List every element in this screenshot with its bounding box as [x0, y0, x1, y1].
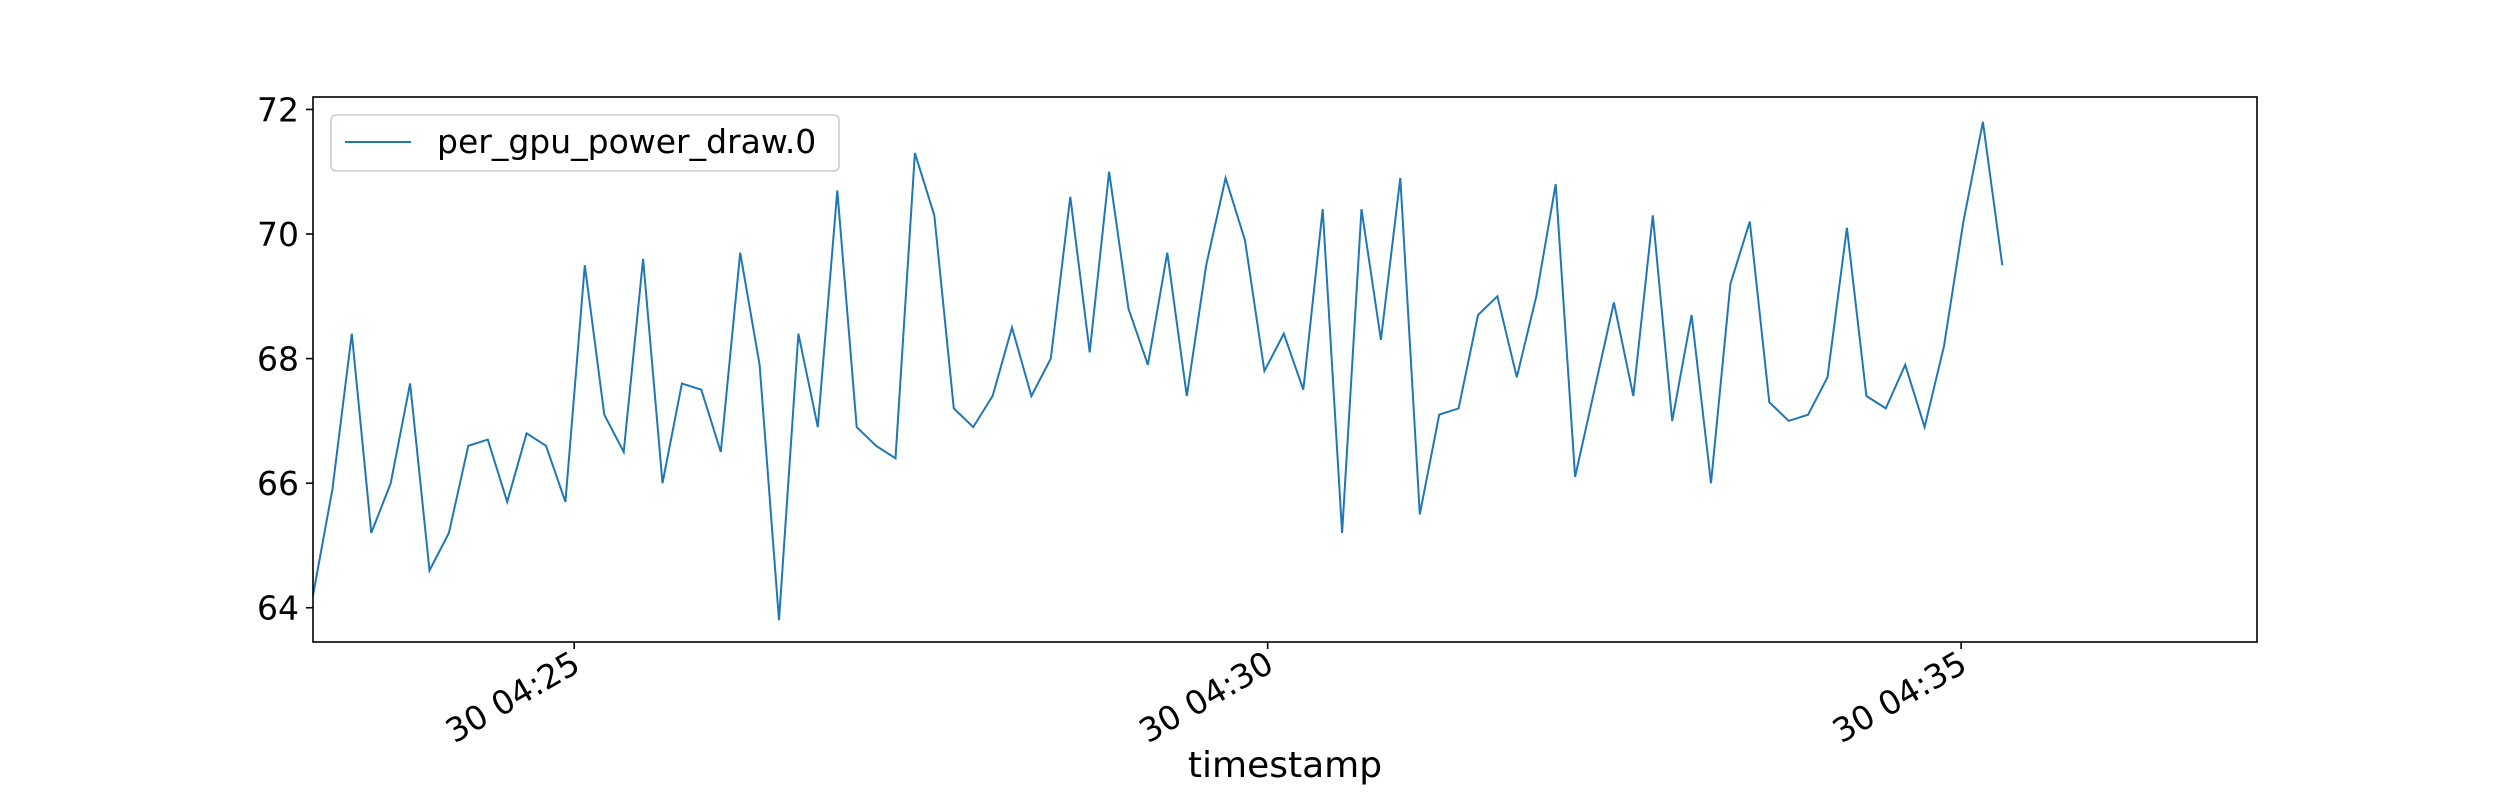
plot-frame: [312, 96, 2258, 643]
x-axis-title: timestamp: [1188, 745, 1382, 786]
legend: per_gpu_power_draw.0: [330, 114, 840, 172]
series-line-per-gpu-power-draw-0: [312, 121, 2004, 621]
y-tick-label: 64: [257, 589, 299, 628]
x-tick-label: 30 04:35: [1826, 643, 1973, 751]
legend-box: [330, 114, 840, 172]
y-tick-label: 66: [257, 464, 299, 503]
plot-area: [313, 97, 2257, 642]
y-tick-label: 70: [257, 215, 299, 254]
x-tick-label: 30 04:30: [1132, 643, 1279, 751]
legend-label: per_gpu_power_draw.0: [437, 122, 816, 161]
y-tick-label: 68: [257, 340, 299, 379]
x-axis: 30 04:25 30 04:30 30 04:35: [439, 642, 1973, 751]
y-axis: 64 66 68 70 72: [257, 90, 313, 628]
y-tick-label: 72: [257, 90, 299, 129]
x-tick-label: 30 04:25: [439, 643, 586, 751]
